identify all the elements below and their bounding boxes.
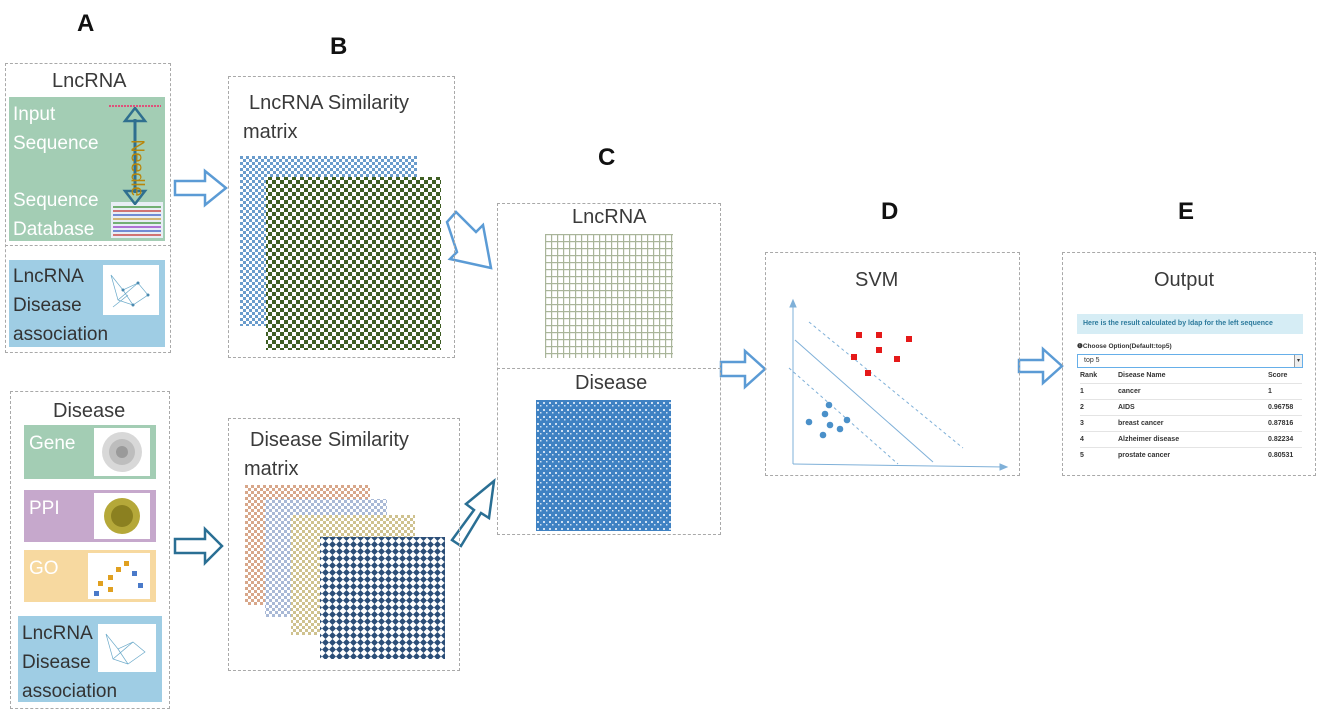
table-header-row: Rank Disease Name Score: [1080, 368, 1302, 384]
svm-label: SVM: [855, 269, 899, 291]
column-header-disease-name: Disease Name: [1118, 372, 1166, 379]
rank-cell: 3: [1080, 415, 1118, 432]
network-image-2: [98, 624, 156, 672]
ppi-network-image: [94, 493, 150, 539]
go-graph-image: [88, 553, 150, 599]
result-banner: Here is the result calculated by ldap fo…: [1077, 314, 1303, 334]
svm-blue-class: [805, 401, 851, 439]
svm-margin-lower: [788, 367, 899, 465]
table-row: 2 AIDS 0.96758: [1080, 399, 1302, 416]
arrow-b-to-c-top: [445, 210, 493, 270]
column-header-rank: Rank: [1080, 372, 1098, 379]
panel-letter-c: C: [598, 144, 616, 171]
lncrna-disease-association-box-2: LncRNA Disease association: [18, 616, 162, 702]
arrow-a-to-b-bottom: [173, 525, 224, 567]
ppi-label: PPI: [29, 498, 60, 519]
rank-cell: 4: [1080, 431, 1118, 448]
combined-divider: [497, 368, 721, 369]
choose-option-label: ❶Choose Option(Default:top5): [1077, 343, 1172, 350]
results-table: Rank Disease Name Score 1 cancer 1 2 AID…: [1080, 368, 1302, 463]
rank-cell: 2: [1080, 399, 1118, 416]
disease-name-cell: breast cancer: [1118, 415, 1268, 432]
table-row: 4 Alzheimer disease 0.82234: [1080, 431, 1302, 448]
score-cell: 0.96758: [1268, 399, 1302, 416]
arrow-b-to-c-bottom: [450, 478, 496, 548]
arrow-a-to-b-top: [173, 168, 228, 208]
lncrna-similarity-panel: [228, 76, 455, 358]
svm-margin-upper: [808, 321, 964, 449]
score-cell: 0.87816: [1268, 415, 1302, 432]
c-disease-matrix: [536, 400, 671, 531]
sequence-text-graphic: [109, 105, 161, 107]
lncrna-similarity-title: LncRNA Similarity matrix: [243, 92, 410, 143]
combined-feature-panel: [497, 203, 721, 535]
panel-letter-a: A: [77, 10, 95, 37]
lncrna-title: LncRNA: [52, 70, 127, 92]
panel-letter-d: D: [881, 198, 899, 225]
go-box: GO: [24, 550, 156, 602]
lncrna-similarity-matrix: [240, 156, 441, 350]
table-row: 3 breast cancer 0.87816: [1080, 415, 1302, 432]
ppi-box: PPI: [24, 490, 156, 542]
output-title: Output: [1154, 269, 1215, 291]
disease-name-cell: prostate cancer: [1118, 447, 1268, 463]
svm-x-axis: [792, 463, 1006, 468]
disease-title: Disease: [53, 400, 126, 422]
arrow-d-to-e: [1017, 346, 1064, 386]
disease-similarity-matrix: [245, 485, 445, 659]
disease-similarity-title: Disease Similarity matrix: [244, 429, 409, 480]
association-label-2: LncRNA Disease association: [22, 623, 118, 702]
score-cell: 1: [1268, 383, 1302, 400]
arrow-c-to-d: [719, 348, 767, 390]
go-label: GO: [29, 558, 59, 579]
gene-box: Gene: [24, 425, 156, 479]
disease-name-cell: cancer: [1118, 383, 1268, 400]
rank-cell: 5: [1080, 447, 1118, 463]
disease-input-panel: [10, 391, 170, 709]
association-label: LncRNA Disease association: [13, 266, 109, 345]
disease-matrix-layer-4: [320, 537, 445, 659]
table-row: 1 cancer 1: [1080, 383, 1302, 400]
lncrna-input-panel: [5, 63, 171, 353]
disease-similarity-panel: [228, 418, 460, 671]
disease-name-cell: Alzheimer disease: [1118, 431, 1268, 448]
disease-name-cell: AIDS: [1118, 399, 1268, 416]
database-image: [111, 202, 163, 238]
top-n-select[interactable]: top 5 ▾: [1077, 354, 1303, 368]
panel-divider: [5, 245, 171, 246]
lncrna-disease-association-box: LncRNA Disease association: [9, 260, 165, 347]
chevron-down-icon[interactable]: ▾: [1294, 355, 1302, 367]
c-disease-label: Disease: [575, 372, 648, 394]
input-sequence-label: Input Sequence: [13, 104, 99, 154]
needle-double-arrow: [122, 107, 148, 205]
svm-panel: [765, 252, 1020, 476]
network-image: [103, 265, 159, 315]
gene-label: Gene: [29, 433, 76, 454]
rank-cell: 1: [1080, 383, 1118, 400]
svm-hyperplane: [794, 339, 934, 463]
c-lncrna-matrix: [545, 234, 673, 358]
top-n-select-value: top 5: [1084, 357, 1100, 364]
panel-letter-b: B: [330, 33, 348, 60]
gene-network-image: [94, 428, 150, 476]
sequence-box: Input Sequence Sequence Database Needle: [9, 97, 165, 241]
output-panel: [1062, 252, 1316, 476]
svm-plot: [788, 298, 1009, 471]
sequence-database-label: Sequence Database: [13, 190, 99, 240]
lncrna-matrix-front-layer: [266, 177, 441, 350]
c-lncrna-label: LncRNA: [572, 206, 647, 228]
table-row: 5 prostate cancer 0.80531: [1080, 447, 1302, 463]
score-cell: 0.82234: [1268, 431, 1302, 448]
score-cell: 0.80531: [1268, 447, 1302, 463]
column-header-score: Score: [1268, 372, 1288, 379]
panel-letter-e: E: [1178, 198, 1195, 225]
svm-red-class: [851, 332, 912, 376]
